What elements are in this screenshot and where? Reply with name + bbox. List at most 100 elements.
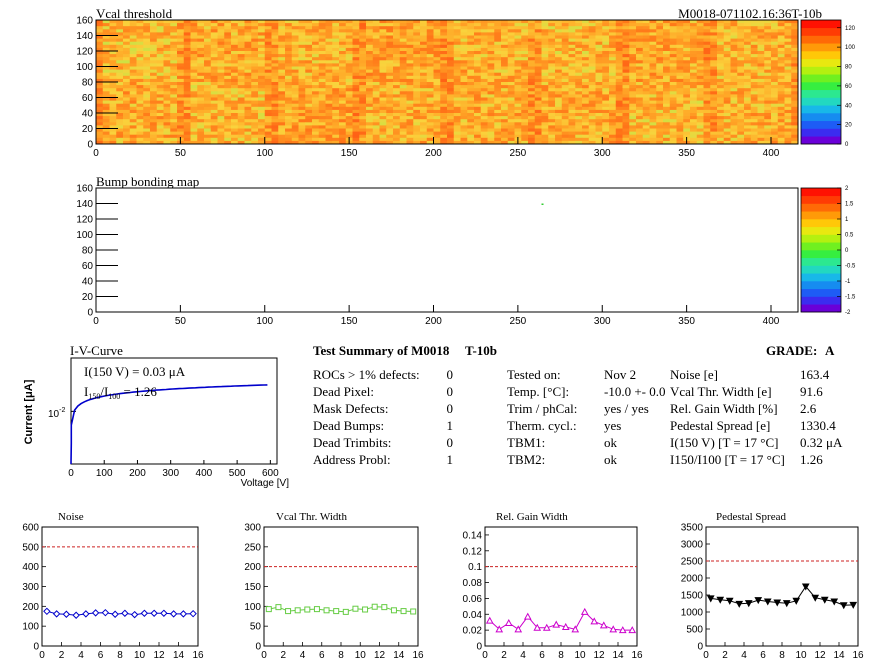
vcal-heatmap-cell [676, 100, 684, 105]
vcal-heatmap-cell [150, 131, 158, 136]
vcal-heatmap-cell [548, 103, 556, 108]
vcal-heatmap-cell [649, 66, 657, 70]
vcal-heatmap-cell [501, 116, 509, 120]
vcal-heatmap-cell [494, 32, 502, 36]
vcal-heatmap-cell [683, 128, 691, 132]
vcal-heatmap-cell [325, 134, 333, 139]
vcal-heatmap-cell [190, 140, 198, 145]
vcal-heatmap-cell [555, 97, 563, 101]
vcal-heatmap-cell [575, 44, 583, 49]
vcal-heatmap-cell [163, 69, 171, 74]
vcal-heatmap-cell [582, 103, 590, 108]
vcal-heatmap-cell [163, 63, 171, 67]
vcal-heatmap-cell [372, 122, 380, 126]
vcal-heatmap-cell [204, 66, 212, 70]
vcal-heatmap-cell [656, 119, 664, 123]
vcal-heatmap-cell [325, 51, 333, 55]
vcal-heatmap-cell [575, 91, 583, 95]
vcal-heatmap-cell [197, 29, 205, 33]
chart-point [52, 610, 61, 618]
vcal-heatmap-cell [129, 69, 137, 74]
vcal-heatmap-cell [717, 72, 725, 77]
vcal-heatmap-cell [237, 78, 245, 83]
vcal-heatmap-cell [210, 51, 218, 55]
vcal-heatmap-cell [663, 57, 671, 61]
vcal-heatmap-cell [244, 75, 252, 80]
vcal-heatmap-cell [730, 57, 738, 61]
vcal-heatmap-cell [109, 116, 117, 120]
vcal-heatmap-cell [123, 26, 131, 30]
vcal-heatmap-cell [588, 103, 596, 108]
vcal-heatmap-cell [278, 51, 286, 55]
vcal-heatmap-cell [406, 122, 414, 126]
vcal-heatmap-cell [460, 94, 468, 98]
vcal-heatmap-cell [588, 134, 596, 139]
vcal-heatmap-cell [325, 140, 333, 145]
vcal-heatmap-cell [251, 88, 259, 92]
vcal-heatmap-cell [703, 75, 711, 80]
vcal-heatmap-cell [244, 29, 252, 33]
vcal-heatmap-cell [723, 106, 731, 111]
vcal-heatmap-cell [777, 23, 785, 27]
vcal-heatmap-cell [359, 75, 367, 80]
vcal-heatmap-cell [737, 38, 745, 43]
vcal-heatmap-cell [298, 119, 306, 123]
vcal-heatmap-cell [629, 125, 637, 129]
vcal-heatmap-cell [467, 47, 475, 52]
vcal-heatmap-cell [406, 78, 414, 83]
vcal-heatmap-cell [480, 88, 488, 92]
vcal-heatmap-cell [784, 29, 792, 33]
vcal-heatmap-cell [96, 41, 104, 46]
vcal-heatmap-cell [474, 113, 482, 117]
vcal-heatmap-cell [366, 66, 374, 70]
vcal-heatmap-cell [568, 100, 576, 105]
vcal-heatmap-cell [433, 60, 441, 64]
chart-2: Rel. Gain Width00.020.040.060.080.10.120… [463, 511, 643, 661]
vcal-heatmap-cell [771, 44, 779, 49]
vcal-heatmap-cell [737, 103, 745, 108]
vcal-heatmap-cell [190, 137, 198, 142]
vcal-heatmap-cell [291, 29, 299, 33]
vcal-heatmap-cell [170, 47, 178, 52]
vcal-heatmap-cell [676, 109, 684, 114]
vcal-heatmap-cell [777, 113, 785, 117]
vcal-heatmap-cell [379, 91, 387, 95]
vcal-heatmap-cell [399, 26, 407, 30]
vcal-heatmap-cell [271, 60, 279, 64]
vcal-heatmap-cell [494, 140, 502, 145]
vcal-heatmap-cell [217, 78, 225, 83]
vcal-heatmap-cell [744, 134, 752, 139]
vcal-heatmap-cell [561, 47, 569, 52]
vcal-heatmap-cell [318, 134, 326, 139]
vcal-heatmap-cell [352, 128, 360, 132]
vcal-heatmap-cell [143, 106, 151, 111]
vcal-heatmap-cell [426, 103, 434, 108]
vcal-heatmap-cell [696, 23, 704, 27]
vcal-heatmap-cell [548, 106, 556, 111]
vcal-heatmap-cell [494, 63, 502, 67]
condition-value: yes [604, 418, 621, 433]
vcal-heatmap-cell [514, 94, 522, 98]
vcal-heatmap-cell [325, 113, 333, 117]
vcal-heatmap-cell [555, 51, 563, 55]
vcal-heatmap-cell [663, 72, 671, 77]
vcal-heatmap-cell [771, 119, 779, 123]
vcal-heatmap-cell [777, 57, 785, 61]
vcal-heatmap-cell [291, 94, 299, 98]
vcal-heatmap-cell [777, 63, 785, 67]
vcal-heatmap-cell [217, 38, 225, 43]
vcal-heatmap-cell [156, 78, 164, 83]
vcal-heatmap-cell [514, 78, 522, 83]
result-value: 1.26 [800, 452, 823, 467]
vcal-heatmap-cell [190, 109, 198, 114]
vcal-heatmap-cell [393, 32, 401, 36]
vcal-heatmap-cell [244, 131, 252, 136]
vcal-heatmap-cell [379, 140, 387, 145]
vcal-heatmap-cell [703, 94, 711, 98]
vcal-heatmap-cell [96, 38, 104, 43]
vcal-heatmap-cell [615, 140, 623, 145]
vcal-heatmap-cell [690, 66, 698, 70]
vcal-heatmap-cell [568, 88, 576, 92]
vcal-heatmap-cell [150, 97, 158, 101]
vcal-heatmap-cell [548, 97, 556, 101]
